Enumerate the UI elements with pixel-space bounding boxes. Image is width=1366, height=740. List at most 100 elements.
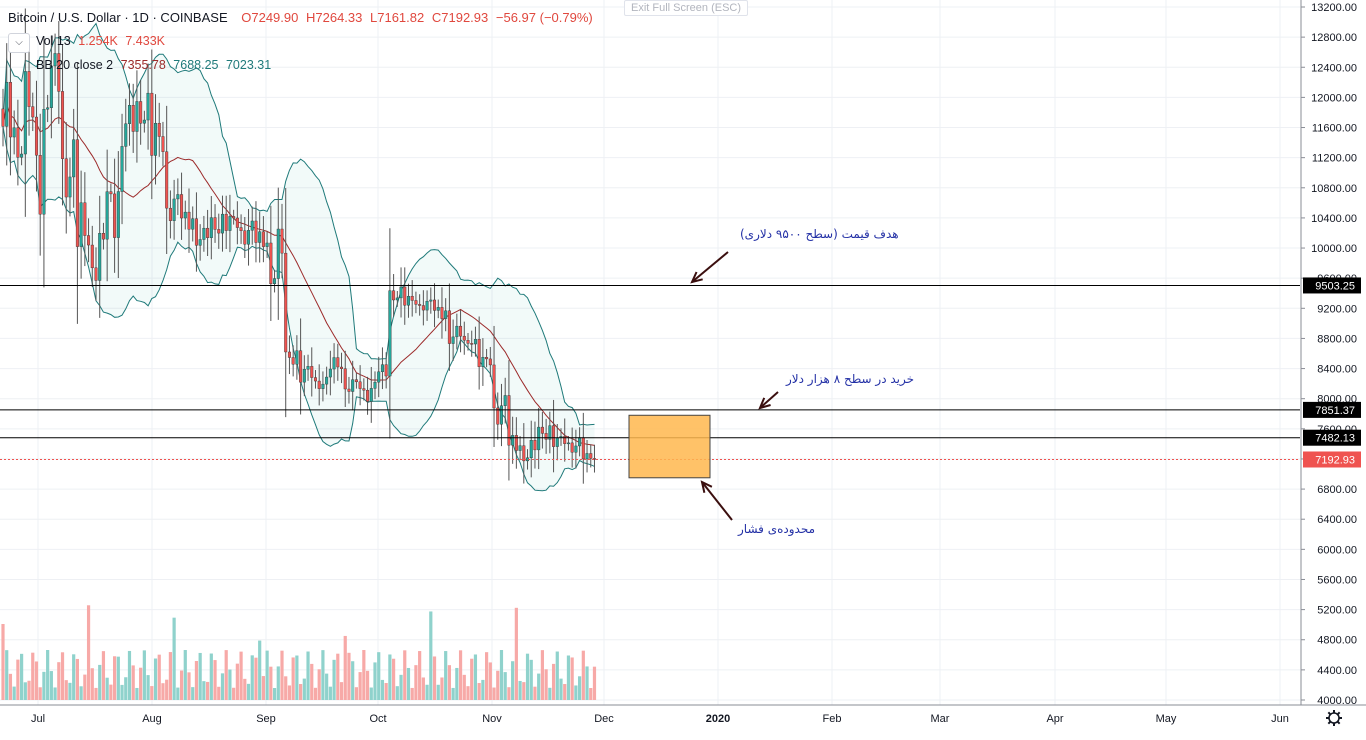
volume-bar xyxy=(377,652,381,700)
price-axis[interactable]: 13200.00 12800.00 12400.00 12000.00 11600.00… xyxy=(1300,0,1366,707)
volume-bar xyxy=(589,687,593,700)
volume-value-2: 7.433K xyxy=(125,34,165,48)
volume-bar xyxy=(295,655,299,700)
candle-body xyxy=(247,230,251,245)
bollinger-lower-value: 7023.31 xyxy=(225,58,272,72)
volume-bar xyxy=(146,675,150,700)
time-axis[interactable]: Jul Aug Sep Oct Nov Dec 2020 Feb Mar Apr May Jun xyxy=(0,704,1366,740)
volume-bar xyxy=(72,654,76,700)
candle-body xyxy=(8,81,12,138)
price-label-box[interactable] xyxy=(1303,277,1361,294)
candle-body xyxy=(592,458,596,460)
candle-body xyxy=(548,425,552,440)
volume-bar xyxy=(60,652,65,700)
candle-body xyxy=(224,213,228,231)
price-label-box[interactable] xyxy=(1303,429,1361,446)
gear-icon[interactable] xyxy=(1326,710,1342,726)
arrow-shaft[interactable] xyxy=(759,391,779,409)
legend-collapse-button[interactable]: ⌵ xyxy=(8,33,30,53)
arrow-head[interactable] xyxy=(758,397,771,410)
volume-bar xyxy=(49,671,53,700)
volume-bar xyxy=(98,664,102,700)
volume-bar xyxy=(16,659,20,700)
candle-body xyxy=(313,377,317,382)
candle-body xyxy=(377,371,381,383)
candle-body xyxy=(585,453,589,460)
candle-body xyxy=(466,340,470,344)
candle-body xyxy=(499,405,503,425)
volume-bar xyxy=(206,681,210,700)
annotation-buy-level[interactable]: خرید در سطح ۸ هزار دلار xyxy=(786,372,915,386)
candle-body xyxy=(273,278,277,285)
time-tick-label: Jun xyxy=(1271,713,1289,725)
bollinger-legend[interactable]: BB 20 close 2 7355.78 7688.25 7023.31 xyxy=(36,58,271,72)
volume-bar xyxy=(555,651,559,700)
arrows[interactable] xyxy=(690,251,779,521)
volume-bar xyxy=(503,672,507,700)
pressure-zone-box[interactable] xyxy=(628,414,711,479)
time-tick-label: 2020 xyxy=(706,713,730,725)
candle-body xyxy=(157,122,161,137)
candle-body xyxy=(146,92,150,121)
grid xyxy=(0,0,1300,705)
price-label-box[interactable] xyxy=(1303,451,1361,468)
volume-bar xyxy=(388,654,392,700)
volume-bar xyxy=(209,653,213,700)
candle-body xyxy=(351,379,355,392)
candle-body xyxy=(34,116,38,156)
low-value: L7161.82 xyxy=(370,10,425,25)
annotation-price-target[interactable]: هدف قیمت (سطح ۹۵۰۰ دلاری) xyxy=(740,227,899,241)
candle-body xyxy=(325,376,329,385)
price-tick-label: 10800.00 xyxy=(1311,183,1357,195)
volume-bar xyxy=(496,670,500,700)
candle-body xyxy=(217,229,221,234)
arrow-shaft[interactable] xyxy=(691,251,729,283)
candle-body xyxy=(492,364,496,409)
candle-body xyxy=(518,445,522,451)
volume-bar xyxy=(109,684,113,700)
arrow-head[interactable] xyxy=(700,480,713,493)
price-tick-label: 5600.00 xyxy=(1317,574,1357,586)
time-tick-label: Jul xyxy=(31,713,45,725)
candle-body xyxy=(514,435,518,451)
candle-body xyxy=(399,286,403,299)
candle-body xyxy=(310,366,314,378)
price-label-box[interactable] xyxy=(1303,401,1361,418)
price-tick-label: 13200.00 xyxy=(1311,2,1357,14)
volume-bar xyxy=(418,651,422,700)
volume-legend[interactable]: Vol 13 1.254K 7.433K xyxy=(36,34,165,48)
candle-body xyxy=(5,81,9,127)
volume-bar xyxy=(243,678,247,700)
arrow-shaft[interactable] xyxy=(701,481,733,521)
volume-bar xyxy=(287,685,292,700)
price-tick-label: 4000.00 xyxy=(1317,695,1357,707)
volume-bar xyxy=(265,650,269,700)
volume-bar xyxy=(522,682,526,700)
volume-bar xyxy=(254,657,258,700)
candle-body xyxy=(421,305,425,311)
price-tick-label: 6800.00 xyxy=(1317,484,1357,496)
candle-body xyxy=(447,310,451,344)
volume-bar xyxy=(165,679,169,700)
symbol-title[interactable]: Bitcoin / U.S. Dollar · 1D · COINBASE xyxy=(8,10,228,25)
volume-bar xyxy=(432,656,437,700)
candle-body xyxy=(187,211,191,230)
candle-body xyxy=(340,366,344,369)
volume-bar xyxy=(578,676,582,700)
volume-bar xyxy=(217,686,221,700)
candle-body xyxy=(354,379,358,383)
time-tick-label: Aug xyxy=(142,713,162,725)
candle-body xyxy=(183,211,187,219)
exit-fullscreen-button[interactable]: Exit Full Screen (ESC) xyxy=(624,0,749,16)
candle-body xyxy=(269,242,273,285)
arrow-head[interactable] xyxy=(690,271,703,284)
volume-bar xyxy=(321,650,325,700)
pressure-zone-rect[interactable] xyxy=(628,414,711,479)
volume-bar xyxy=(425,684,429,700)
volume-bar xyxy=(194,660,199,700)
annotation-pressure-zone[interactable]: محدوده‌ی فشار xyxy=(738,522,815,536)
candle-body xyxy=(321,383,325,389)
candle-body xyxy=(209,217,213,238)
candle-body xyxy=(61,91,65,159)
